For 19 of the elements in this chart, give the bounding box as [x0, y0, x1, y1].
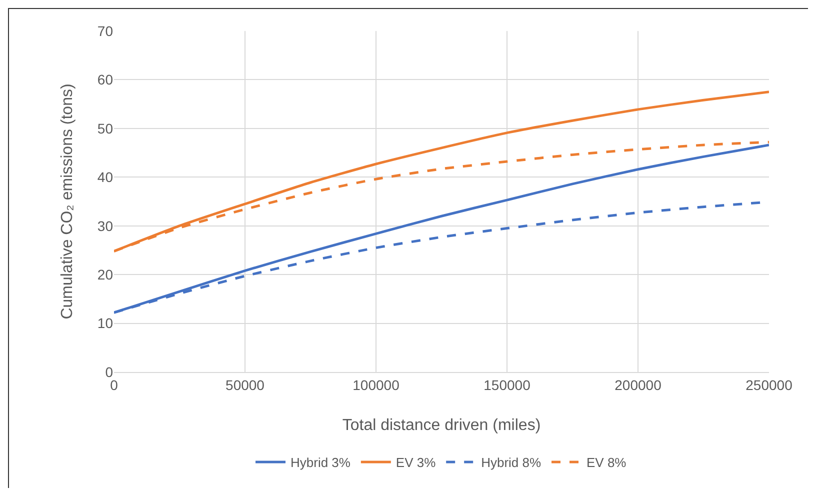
- y-tick-label: 20: [97, 266, 114, 282]
- y-tick-label: 70: [97, 22, 114, 39]
- legend-label: Hybrid 3%: [290, 455, 351, 470]
- y-tick-label: 60: [97, 72, 114, 88]
- y-tick-label: 30: [97, 218, 114, 234]
- y-tick-label: 0: [105, 364, 114, 380]
- x-tick-label: 50000: [226, 376, 265, 393]
- x-tick-label: 250000: [746, 376, 793, 393]
- y-tick-label: 50: [97, 120, 114, 136]
- y-axis-title: Cumulative CO₂ emissions (tons): [59, 84, 76, 320]
- x-axis-title: Total distance driven (miles): [342, 417, 541, 434]
- legend-label: Hybrid 8%: [481, 455, 542, 470]
- x-tick-label: 100000: [352, 376, 400, 393]
- legend-label: EV 8%: [586, 455, 627, 470]
- y-tick-label: 40: [97, 169, 114, 186]
- legend-label: EV 3%: [396, 455, 436, 470]
- x-tick-label: 200000: [614, 376, 662, 393]
- y-tick-label: 10: [97, 315, 114, 332]
- x-tick-label: 150000: [484, 376, 531, 393]
